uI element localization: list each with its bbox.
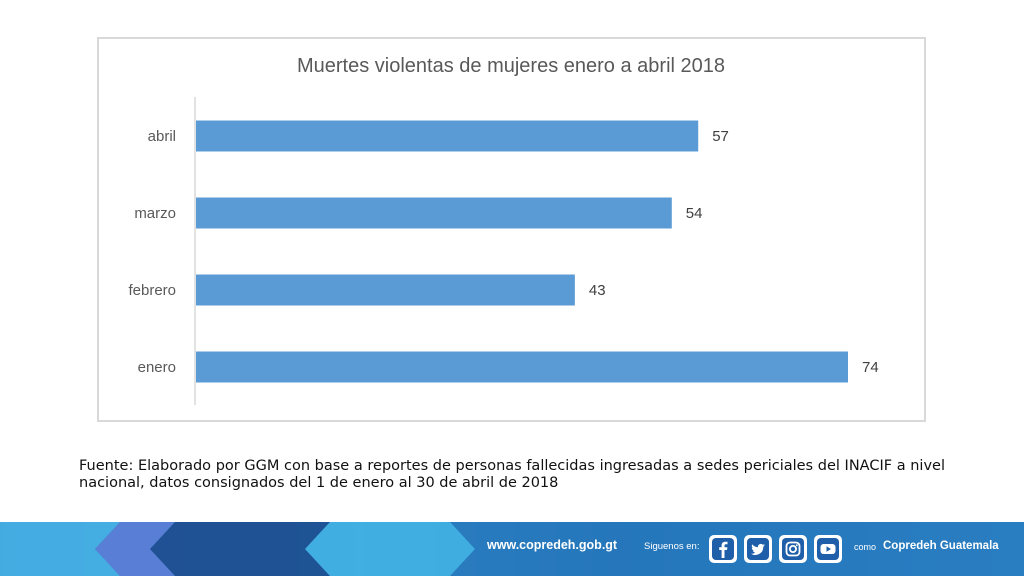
chart-frame: Muertes violentas de mujeres enero a abr… [97,37,926,422]
twitter-icon[interactable] [744,535,772,563]
social-handle: Copredeh Guatemala [883,540,999,552]
data-label: 43 [589,282,606,299]
bar-febrero [196,274,575,306]
category-label: febrero [128,282,176,299]
facebook-icon[interactable] [709,535,737,563]
instagram-icon[interactable] [779,535,807,563]
footer-background [0,522,1024,576]
follow-label: Siguenos en: [644,541,700,552]
category-label: enero [138,359,176,376]
youtube-icon[interactable] [814,535,842,563]
data-label: 54 [686,205,703,222]
footer-banner [0,522,1024,576]
bar-marzo [196,197,672,229]
como-label: como [854,542,877,552]
website-link[interactable]: www.copredeh.gob.gt [487,538,618,552]
bar-enero [196,351,848,383]
chart-title: Muertes violentas de mujeres enero a abr… [297,55,725,77]
data-label: 74 [862,359,879,376]
category-label: marzo [134,205,176,222]
category-label: abril [148,128,176,145]
bar-abril [196,120,699,152]
data-label: 57 [712,128,729,145]
source-note: Fuente: Elaborado por GGM con base a rep… [79,458,945,491]
bar-chart: Muertes violentas de mujeres enero a abr… [128,55,879,405]
